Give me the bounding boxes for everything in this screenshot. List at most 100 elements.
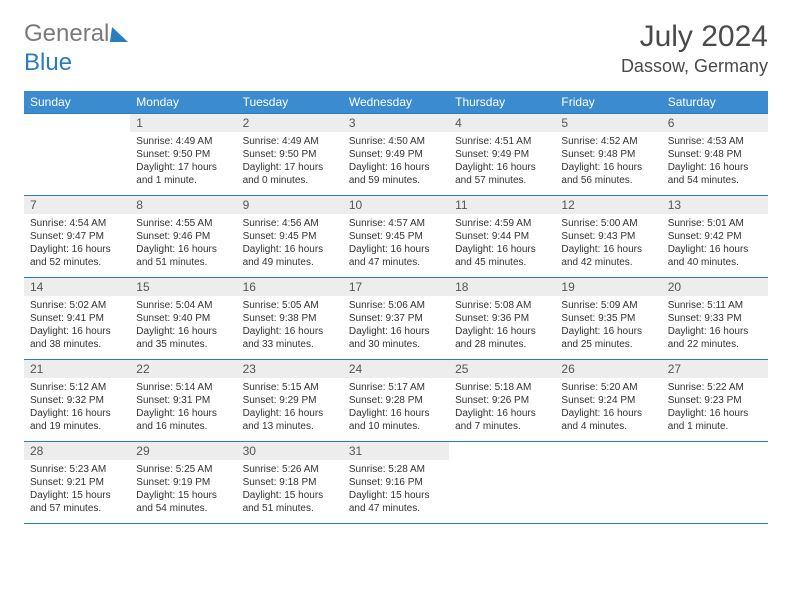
- brand-part-2: Blue: [24, 49, 72, 76]
- sunrise-line: Sunrise: 5:00 AM: [561, 217, 655, 230]
- day-number: 5: [555, 114, 661, 132]
- col-tuesday: Tuesday: [237, 91, 343, 114]
- sunset-line: Sunset: 9:49 PM: [455, 148, 549, 161]
- day-details: Sunrise: 5:09 AMSunset: 9:35 PMDaylight:…: [555, 296, 661, 355]
- day-number: 31: [343, 442, 449, 460]
- calendar-week-row: 28Sunrise: 5:23 AMSunset: 9:21 PMDayligh…: [24, 442, 768, 524]
- day-details: Sunrise: 5:14 AMSunset: 9:31 PMDaylight:…: [130, 378, 236, 437]
- day-number: 3: [343, 114, 449, 132]
- sunset-line: Sunset: 9:46 PM: [136, 230, 230, 243]
- sunrise-line: Sunrise: 5:04 AM: [136, 299, 230, 312]
- calendar-week-row: 14Sunrise: 5:02 AMSunset: 9:41 PMDayligh…: [24, 278, 768, 360]
- day-number: 26: [555, 360, 661, 378]
- day-details: Sunrise: 4:59 AMSunset: 9:44 PMDaylight:…: [449, 214, 555, 273]
- daylight-line: Daylight: 16 hours and 30 minutes.: [349, 325, 443, 351]
- sunrise-line: Sunrise: 5:15 AM: [243, 381, 337, 394]
- calendar-day-cell: 3Sunrise: 4:50 AMSunset: 9:49 PMDaylight…: [343, 114, 449, 196]
- sunset-line: Sunset: 9:48 PM: [668, 148, 762, 161]
- calendar-day-cell: [24, 114, 130, 196]
- daylight-line: Daylight: 16 hours and 52 minutes.: [30, 243, 124, 269]
- sunset-line: Sunset: 9:21 PM: [30, 476, 124, 489]
- sunrise-line: Sunrise: 4:49 AM: [243, 135, 337, 148]
- daylight-line: Daylight: 16 hours and 40 minutes.: [668, 243, 762, 269]
- calendar-day-cell: [449, 442, 555, 524]
- calendar-week-row: 21Sunrise: 5:12 AMSunset: 9:32 PMDayligh…: [24, 360, 768, 442]
- sunset-line: Sunset: 9:35 PM: [561, 312, 655, 325]
- day-number: 16: [237, 278, 343, 296]
- daylight-line: Daylight: 17 hours and 1 minute.: [136, 161, 230, 187]
- sunrise-line: Sunrise: 4:53 AM: [668, 135, 762, 148]
- calendar-day-cell: 24Sunrise: 5:17 AMSunset: 9:28 PMDayligh…: [343, 360, 449, 442]
- calendar-day-cell: 4Sunrise: 4:51 AMSunset: 9:49 PMDaylight…: [449, 114, 555, 196]
- day-details: Sunrise: 5:02 AMSunset: 9:41 PMDaylight:…: [24, 296, 130, 355]
- day-details: Sunrise: 5:15 AMSunset: 9:29 PMDaylight:…: [237, 378, 343, 437]
- sunrise-line: Sunrise: 4:57 AM: [349, 217, 443, 230]
- sunrise-line: Sunrise: 5:23 AM: [30, 463, 124, 476]
- sunrise-line: Sunrise: 5:14 AM: [136, 381, 230, 394]
- day-details: Sunrise: 4:55 AMSunset: 9:46 PMDaylight:…: [130, 214, 236, 273]
- col-thursday: Thursday: [449, 91, 555, 114]
- sunset-line: Sunset: 9:48 PM: [561, 148, 655, 161]
- day-number: 12: [555, 196, 661, 214]
- daylight-line: Daylight: 16 hours and 1 minute.: [668, 407, 762, 433]
- col-monday: Monday: [130, 91, 236, 114]
- day-details: Sunrise: 5:26 AMSunset: 9:18 PMDaylight:…: [237, 460, 343, 519]
- sunset-line: Sunset: 9:45 PM: [243, 230, 337, 243]
- sunset-line: Sunset: 9:41 PM: [30, 312, 124, 325]
- day-details: Sunrise: 5:20 AMSunset: 9:24 PMDaylight:…: [555, 378, 661, 437]
- location-subtitle: Dassow, Germany: [621, 56, 768, 77]
- sunset-line: Sunset: 9:16 PM: [349, 476, 443, 489]
- daylight-line: Daylight: 15 hours and 47 minutes.: [349, 489, 443, 515]
- sunrise-line: Sunrise: 4:49 AM: [136, 135, 230, 148]
- day-number: 14: [24, 278, 130, 296]
- calendar-day-cell: 20Sunrise: 5:11 AMSunset: 9:33 PMDayligh…: [662, 278, 768, 360]
- day-number: 29: [130, 442, 236, 460]
- day-details: Sunrise: 5:28 AMSunset: 9:16 PMDaylight:…: [343, 460, 449, 519]
- daylight-line: Daylight: 16 hours and 4 minutes.: [561, 407, 655, 433]
- sunset-line: Sunset: 9:24 PM: [561, 394, 655, 407]
- brand-triangle-icon: [110, 27, 130, 42]
- day-number: 17: [343, 278, 449, 296]
- day-details: Sunrise: 5:04 AMSunset: 9:40 PMDaylight:…: [130, 296, 236, 355]
- day-number: 24: [343, 360, 449, 378]
- brand-part-1: General: [24, 20, 109, 48]
- day-number: 19: [555, 278, 661, 296]
- calendar-day-cell: 28Sunrise: 5:23 AMSunset: 9:21 PMDayligh…: [24, 442, 130, 524]
- weekday-header-row: Sunday Monday Tuesday Wednesday Thursday…: [24, 91, 768, 114]
- calendar-day-cell: 16Sunrise: 5:05 AMSunset: 9:38 PMDayligh…: [237, 278, 343, 360]
- daylight-line: Daylight: 16 hours and 45 minutes.: [455, 243, 549, 269]
- sunrise-line: Sunrise: 4:59 AM: [455, 217, 549, 230]
- day-details: Sunrise: 5:06 AMSunset: 9:37 PMDaylight:…: [343, 296, 449, 355]
- day-details: Sunrise: 4:56 AMSunset: 9:45 PMDaylight:…: [237, 214, 343, 273]
- day-number: 8: [130, 196, 236, 214]
- sunset-line: Sunset: 9:28 PM: [349, 394, 443, 407]
- sunrise-line: Sunrise: 5:11 AM: [668, 299, 762, 312]
- daylight-line: Daylight: 16 hours and 7 minutes.: [455, 407, 549, 433]
- daylight-line: Daylight: 16 hours and 57 minutes.: [455, 161, 549, 187]
- calendar-day-cell: 2Sunrise: 4:49 AMSunset: 9:50 PMDaylight…: [237, 114, 343, 196]
- day-number: 25: [449, 360, 555, 378]
- day-number: 21: [24, 360, 130, 378]
- sunset-line: Sunset: 9:45 PM: [349, 230, 443, 243]
- daylight-line: Daylight: 17 hours and 0 minutes.: [243, 161, 337, 187]
- sunrise-line: Sunrise: 5:02 AM: [30, 299, 124, 312]
- calendar-week-row: 1Sunrise: 4:49 AMSunset: 9:50 PMDaylight…: [24, 114, 768, 196]
- sunrise-line: Sunrise: 5:18 AM: [455, 381, 549, 394]
- day-number: 1: [130, 114, 236, 132]
- sunset-line: Sunset: 9:42 PM: [668, 230, 762, 243]
- daylight-line: Daylight: 16 hours and 33 minutes.: [243, 325, 337, 351]
- day-number: 2: [237, 114, 343, 132]
- sunset-line: Sunset: 9:50 PM: [136, 148, 230, 161]
- calendar-day-cell: 5Sunrise: 4:52 AMSunset: 9:48 PMDaylight…: [555, 114, 661, 196]
- day-number: 27: [662, 360, 768, 378]
- calendar-day-cell: 21Sunrise: 5:12 AMSunset: 9:32 PMDayligh…: [24, 360, 130, 442]
- sunrise-line: Sunrise: 5:09 AM: [561, 299, 655, 312]
- calendar-day-cell: 11Sunrise: 4:59 AMSunset: 9:44 PMDayligh…: [449, 196, 555, 278]
- day-details: Sunrise: 5:01 AMSunset: 9:42 PMDaylight:…: [662, 214, 768, 273]
- col-friday: Friday: [555, 91, 661, 114]
- sunset-line: Sunset: 9:31 PM: [136, 394, 230, 407]
- calendar-day-cell: 18Sunrise: 5:08 AMSunset: 9:36 PMDayligh…: [449, 278, 555, 360]
- daylight-line: Daylight: 16 hours and 19 minutes.: [30, 407, 124, 433]
- calendar-day-cell: 15Sunrise: 5:04 AMSunset: 9:40 PMDayligh…: [130, 278, 236, 360]
- daylight-line: Daylight: 16 hours and 38 minutes.: [30, 325, 124, 351]
